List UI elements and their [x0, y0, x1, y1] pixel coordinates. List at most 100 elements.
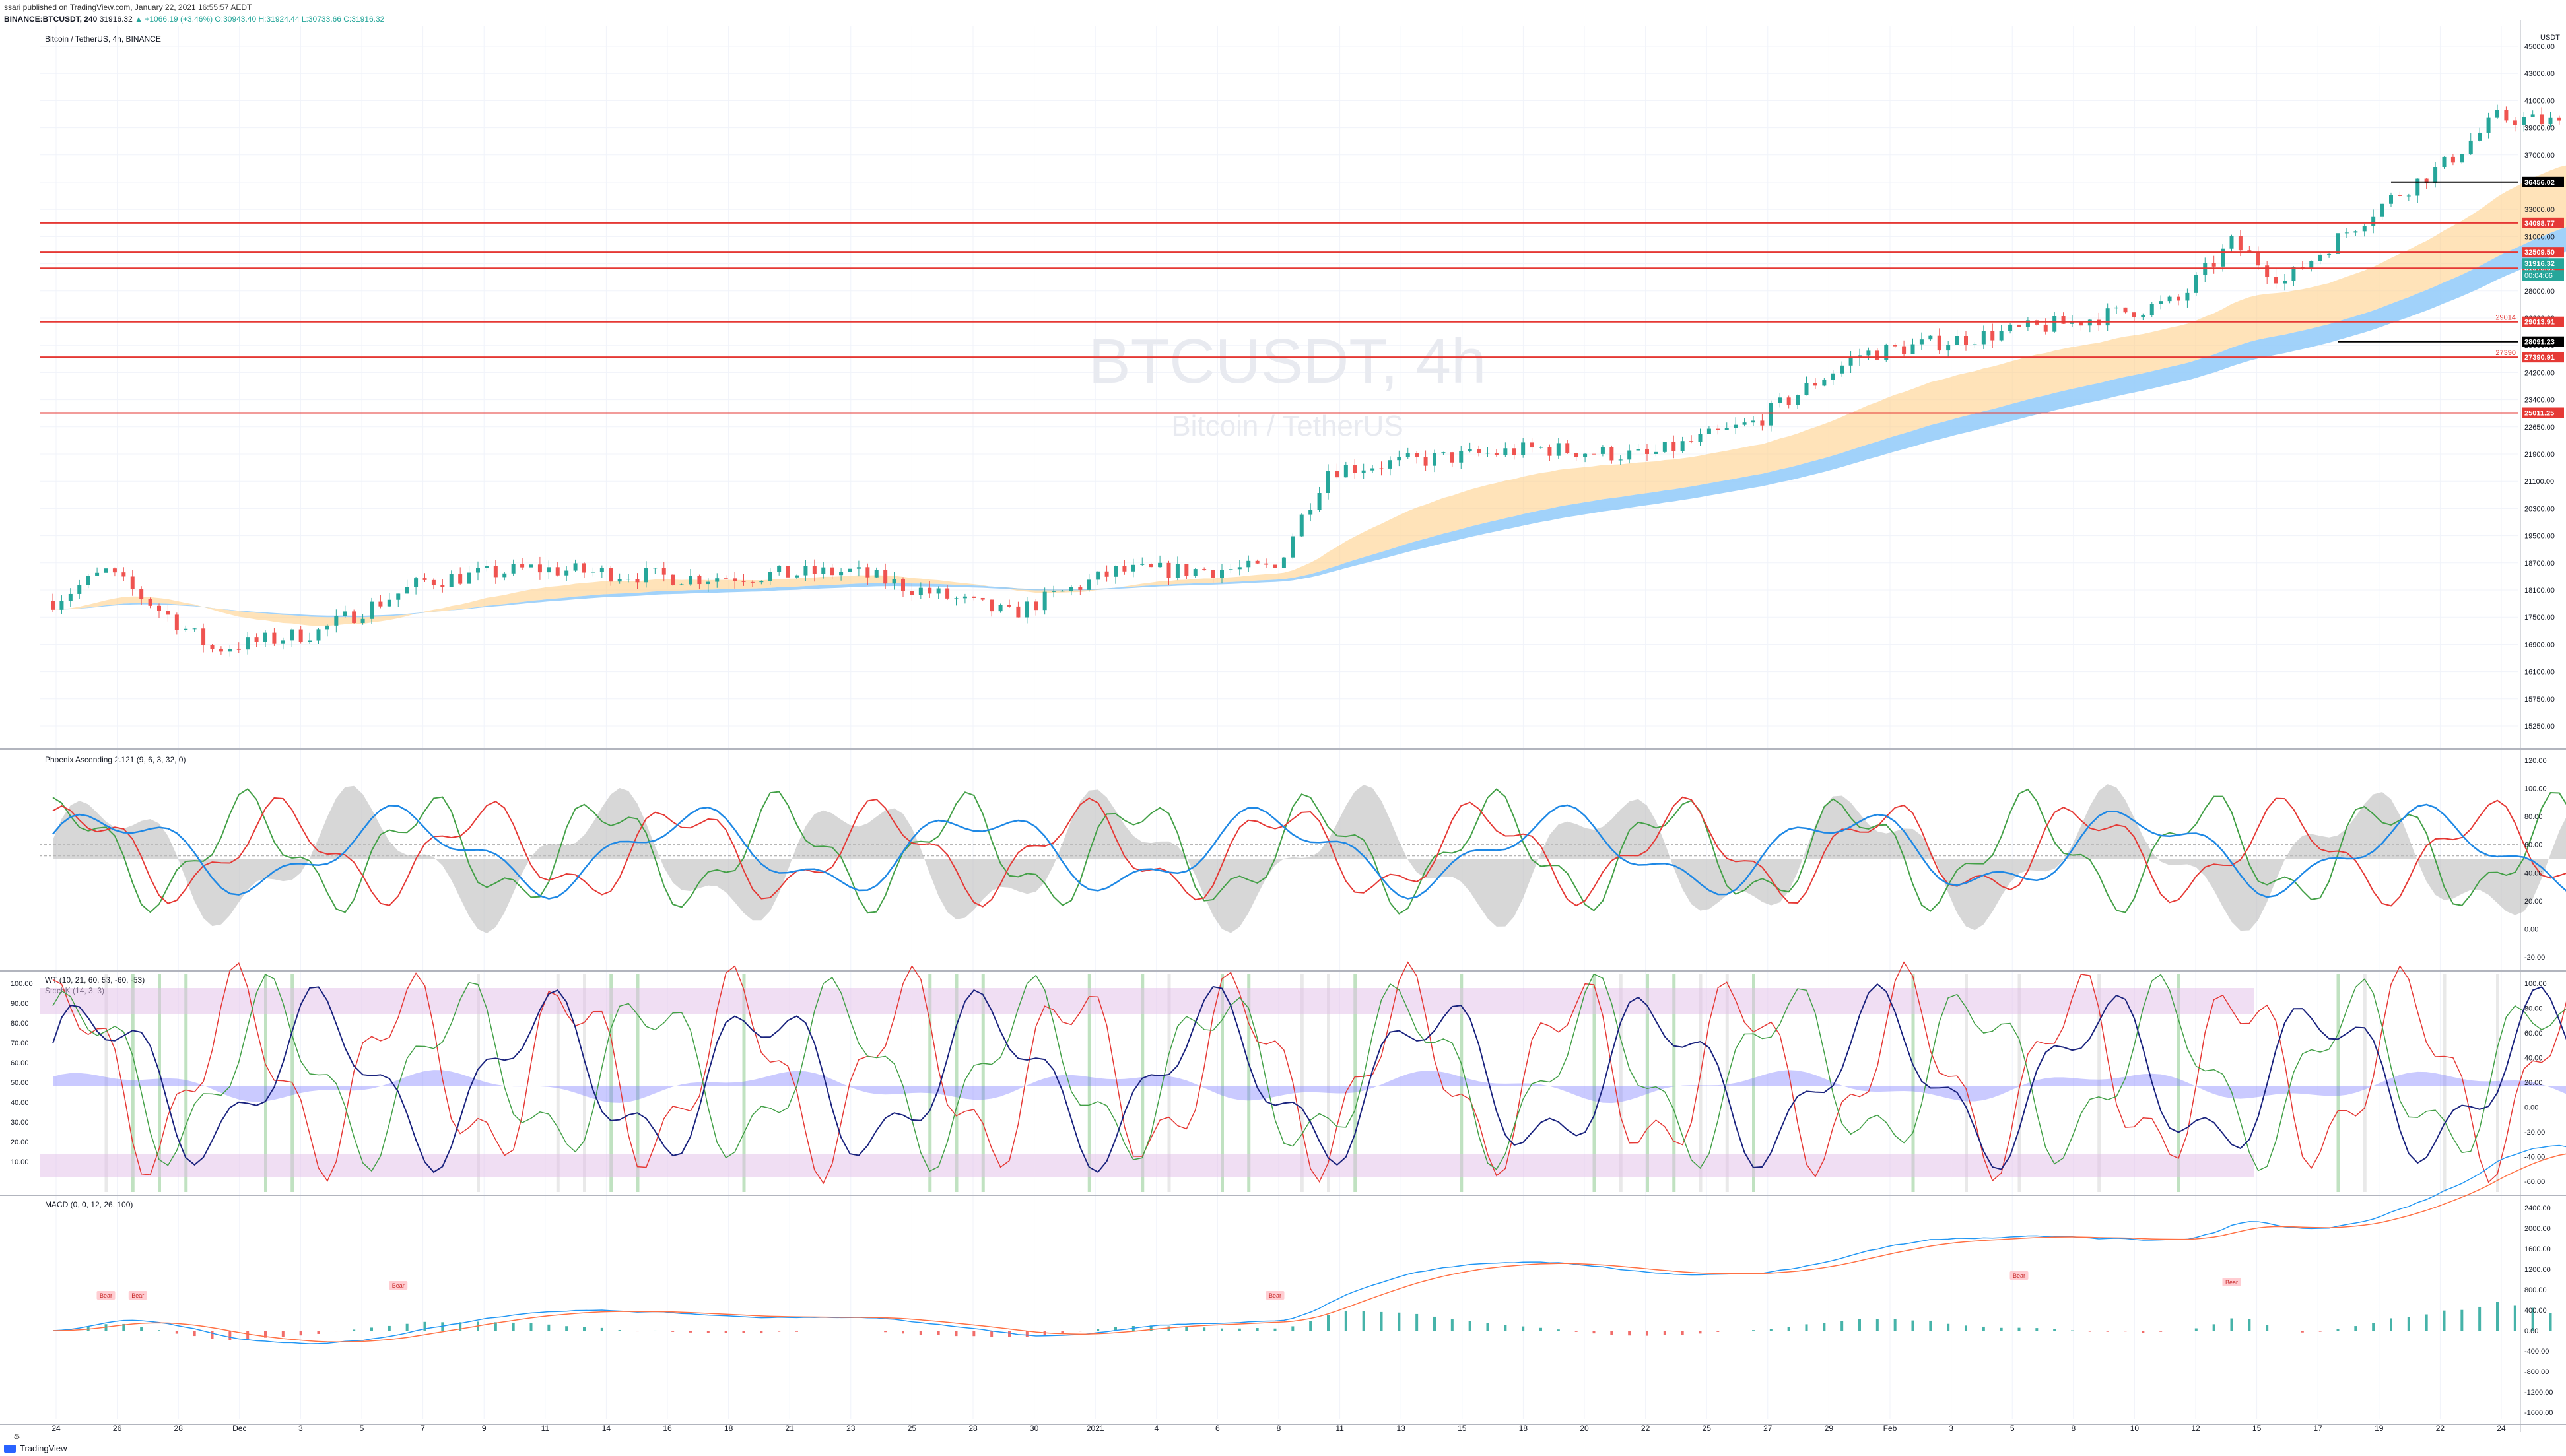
- time-tick-31: 3: [1949, 1424, 1953, 1433]
- main-tick-21: 17500.00: [2524, 614, 2555, 622]
- wt-right-tick-5: 0.00: [2524, 1104, 2538, 1112]
- macd-hist-276: [2496, 1302, 2499, 1331]
- phoenix-blue-line: [52, 803, 2566, 900]
- bear-tag-3: Bear: [1269, 1292, 1281, 1299]
- macd-hist-192: [1752, 1330, 1755, 1331]
- macd-hist-278: [2513, 1305, 2516, 1331]
- price-axes[interactable]: 45000.00 43000.00 41000.00 39000.00 37000.00…: [11, 34, 2564, 1417]
- candle-body-210: [1910, 344, 1915, 354]
- macd-hist-224: [2035, 1328, 2039, 1331]
- main-tick-23: 16100.00: [2524, 669, 2555, 677]
- candle-body-269: [2433, 167, 2438, 183]
- level-tag-bg-1: [2522, 217, 2564, 228]
- main-tick-18: 19500.00: [2524, 533, 2555, 541]
- wt-bar-135: [1247, 974, 1251, 1192]
- candle-body-130: [1202, 569, 1207, 570]
- symbol-watermark: BTCUSDT, 4h Bitcoin / TetherUS: [1089, 326, 1487, 442]
- candle-body-213: [1937, 335, 1941, 351]
- time-tick-20: 8: [1277, 1424, 1281, 1433]
- candle-body-79: [750, 581, 755, 583]
- horizontal-levels[interactable]: 29014 27390: [40, 181, 2518, 414]
- candle-body-35: [360, 618, 365, 623]
- macd-hist-82: [778, 1331, 781, 1332]
- candle-body-80: [759, 581, 764, 583]
- candle-body-272: [2460, 154, 2464, 163]
- main-tick-15: 21900.00: [2524, 451, 2555, 459]
- macd-hist-274: [2478, 1306, 2482, 1331]
- candle-body-82: [777, 566, 782, 572]
- wt-left-tick-7: 30.00: [11, 1119, 29, 1127]
- candle-body-37: [378, 601, 383, 607]
- candle-body-151: [1388, 460, 1392, 469]
- main-tick-16: 21100.00: [2524, 478, 2554, 486]
- macd-hist-76: [724, 1331, 727, 1333]
- wt-bar-189: [1725, 974, 1729, 1192]
- macd-tick-1: 2000.00: [2524, 1225, 2551, 1233]
- candle-body-94: [883, 570, 888, 584]
- macd-hist-106: [990, 1331, 994, 1337]
- candle-body-17: [201, 628, 206, 645]
- time-tick-22: 13: [1397, 1424, 1406, 1433]
- candle-body-110: [1025, 601, 1029, 618]
- settings-icon[interactable]: ⚙: [13, 1432, 20, 1441]
- candle-body-198: [1804, 383, 1809, 395]
- wt-right-tick-2: 60.00: [2524, 1030, 2543, 1038]
- macd-tick-7: -400.00: [2524, 1348, 2549, 1356]
- candle-body-86: [812, 566, 817, 574]
- candle-body-55: [537, 564, 542, 573]
- macd-hist-12: [158, 1330, 160, 1331]
- macd-hist-282: [2549, 1313, 2552, 1331]
- candle-body-84: [795, 575, 799, 578]
- bear-tag-bg-3: [1266, 1291, 1285, 1300]
- macd-hist-114: [1061, 1331, 1064, 1333]
- candle-body-128: [1184, 564, 1189, 576]
- main-tick-6: 33000.00: [2524, 206, 2555, 214]
- candle-body-23: [254, 637, 259, 642]
- candle-body-85: [803, 566, 808, 576]
- macd-hist-218: [1982, 1326, 1985, 1331]
- macd-tick-10: -1600.00: [2524, 1409, 2553, 1417]
- candle-body-116: [1078, 587, 1083, 590]
- main-tick-20: 18100.00: [2524, 587, 2555, 595]
- wt-left-tick-2: 80.00: [11, 1020, 29, 1028]
- candle-body-147: [1353, 465, 1357, 473]
- bear-tag-bg-0: [96, 1291, 116, 1300]
- macd-hist-222: [2017, 1327, 2021, 1331]
- phoenix-tick-7: -20.00: [2524, 954, 2545, 962]
- wt-bar-177: [1619, 974, 1623, 1192]
- wt-right-tick-0: 100.00: [2524, 980, 2547, 988]
- candle-body-91: [856, 567, 861, 569]
- macd-hist-146: [1344, 1311, 1347, 1331]
- macd-hist-226: [2053, 1329, 2056, 1331]
- phoenix-pane-title: Phoenix Ascending 2.121 (9, 6, 3, 32, 0): [45, 755, 186, 764]
- bear-tag-bg-1: [128, 1291, 147, 1300]
- candle-body-41: [414, 578, 419, 587]
- macd-hist-60: [583, 1327, 586, 1331]
- candle-body-187: [1706, 428, 1711, 434]
- macd-hist-230: [2088, 1331, 2091, 1332]
- candle-body-189: [1724, 428, 1729, 430]
- wt-left-tick-1: 90.00: [11, 1000, 29, 1008]
- candle-body-241: [2185, 292, 2190, 301]
- candle-body-240: [2177, 296, 2180, 301]
- candle-body-202: [1840, 365, 1844, 374]
- wt-right-tick-7: -40.00: [2524, 1154, 2545, 1162]
- watermark-name: Bitcoin / TetherUS: [1171, 410, 1403, 442]
- macd-hist-136: [1256, 1328, 1259, 1331]
- candle-body-7: [112, 568, 117, 573]
- level-tag-bg-7: [2522, 407, 2564, 418]
- wt-bar-9: [131, 974, 135, 1192]
- phoenix-tick-1: 100.00: [2524, 785, 2547, 793]
- candle-body-103: [962, 596, 967, 599]
- footer-brand: TradingView: [20, 1443, 67, 1453]
- time-axis[interactable]: 24 26 28 Dec 3 5 7 9 11 14 16 18 21 23 25 28 30 2021 4 6 8 11…: [51, 1424, 2506, 1433]
- candle-body-265: [2398, 195, 2402, 196]
- time-tick-40: 24: [2497, 1424, 2506, 1433]
- candle-body-237: [2149, 304, 2154, 315]
- bear-tag-0: Bear: [100, 1292, 112, 1299]
- macd-hist-134: [1238, 1328, 1241, 1331]
- candle-body-32: [334, 616, 339, 626]
- macd-hist-158: [1450, 1319, 1454, 1331]
- macd-hist-220: [2000, 1327, 2003, 1331]
